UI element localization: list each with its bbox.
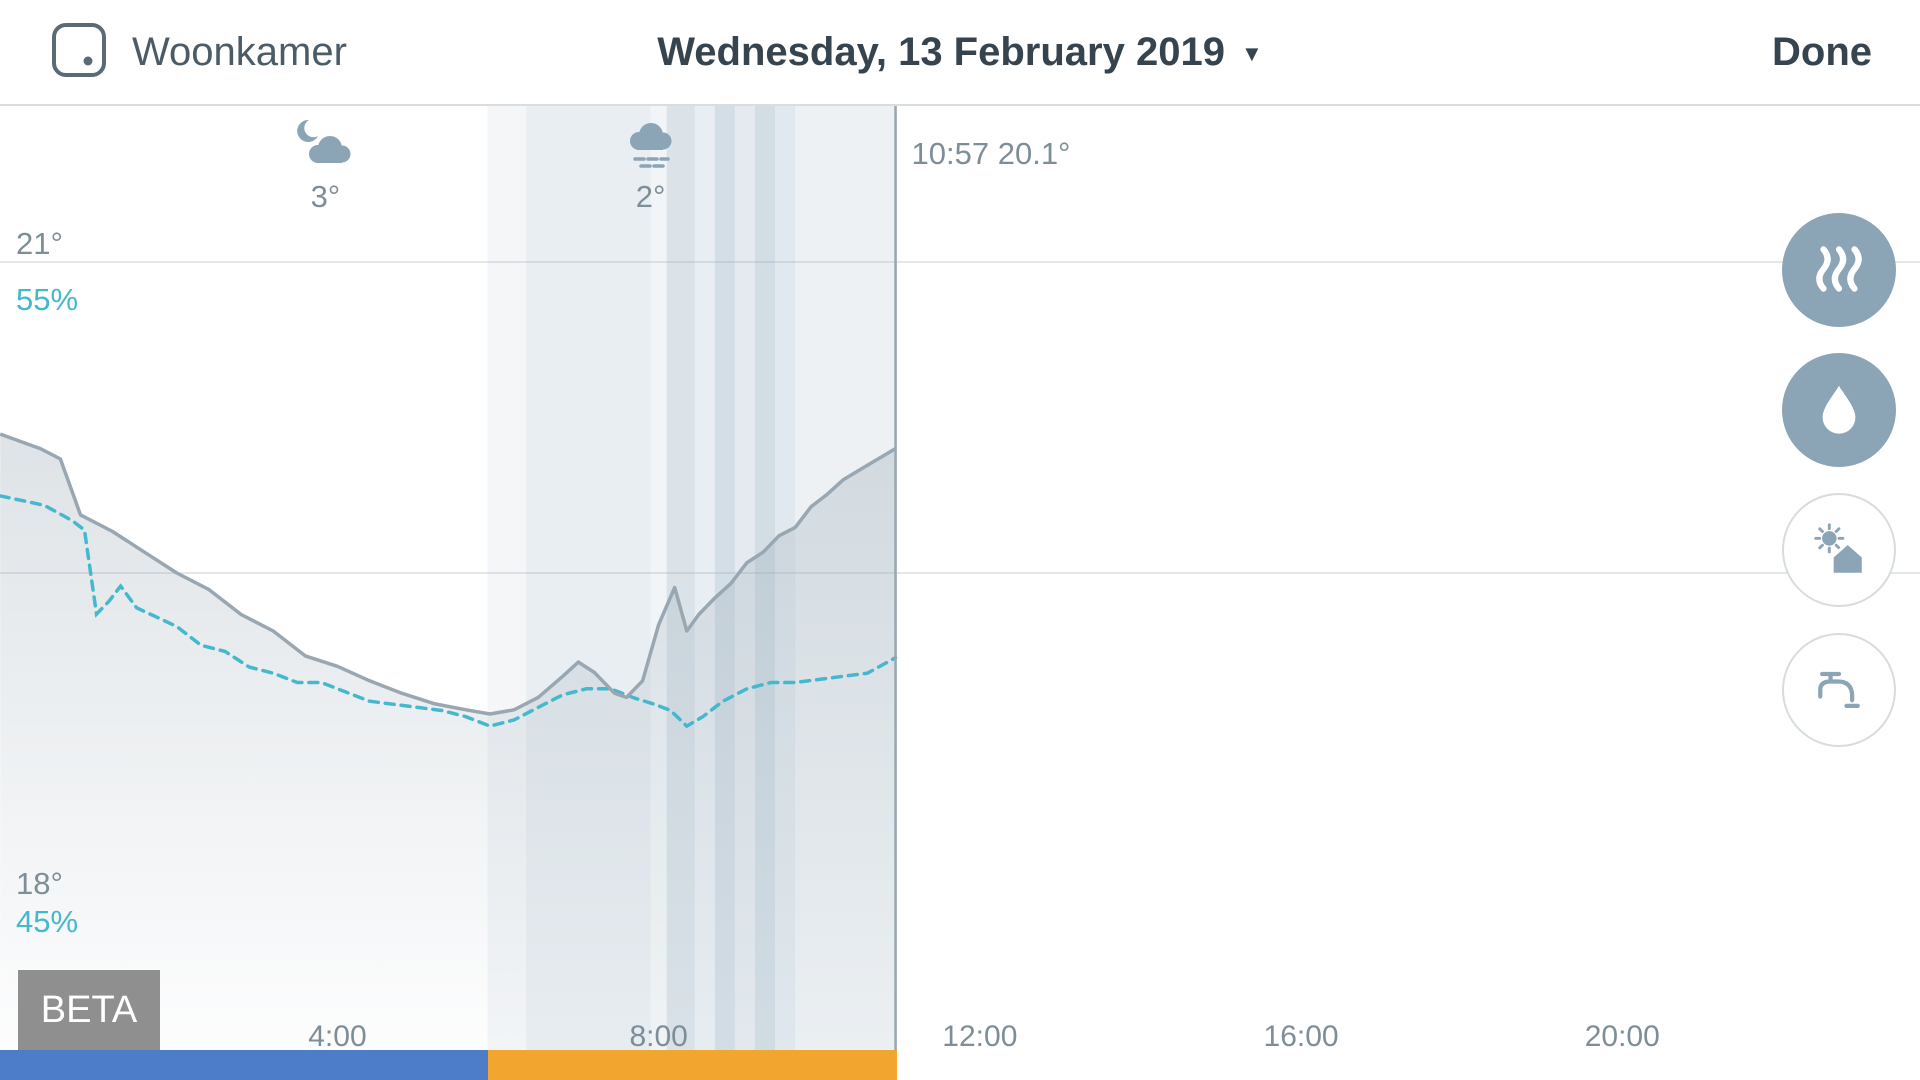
header: Woonkamer Wednesday, 13 February 2019 ▼ … xyxy=(0,0,1920,106)
temperature-area xyxy=(0,434,896,1051)
humidity-axis-label-45: 45% xyxy=(16,904,79,939)
history-chart-area[interactable]: 21° 55% 18° 45% 10:57 20.1° 3° xyxy=(0,106,1920,1080)
x-tick-label: 20:00 xyxy=(1584,1020,1660,1053)
date-label: Wednesday, 13 February 2019 xyxy=(657,29,1225,74)
beta-badge: BETA xyxy=(18,970,160,1050)
weather-temp-label: 2° xyxy=(635,179,666,214)
humidity-line xyxy=(0,494,898,729)
home-schedule-toggle-button[interactable] xyxy=(1782,493,1896,607)
done-button[interactable]: Done xyxy=(1772,0,1872,104)
water-drop-icon xyxy=(1810,380,1868,441)
humidity-toggle-button[interactable] xyxy=(1782,353,1896,467)
schedule-segment xyxy=(0,1050,488,1080)
x-tick-label: 4:00 xyxy=(308,1020,367,1053)
heating-toggle-button[interactable] xyxy=(1782,213,1896,327)
history-chart-canvas[interactable] xyxy=(0,106,1920,1080)
humidity-axis-label-55: 55% xyxy=(16,282,79,317)
house-sun-icon xyxy=(1808,518,1870,583)
thermostat-device-icon xyxy=(50,21,108,84)
schedule-bar xyxy=(0,1050,1920,1080)
faucet-icon xyxy=(1809,659,1869,722)
temp-axis-label-21: 21° xyxy=(16,226,63,261)
x-tick-label: 8:00 xyxy=(629,1020,688,1053)
hot-water-toggle-button[interactable] xyxy=(1782,633,1896,747)
date-selector[interactable]: Wednesday, 13 February 2019 ▼ xyxy=(657,0,1262,104)
temp-axis-label-18: 18° xyxy=(16,866,63,901)
weather-marker-night: 3° xyxy=(260,116,390,215)
room-selector: Woonkamer xyxy=(50,0,347,104)
cloud-rain-icon xyxy=(620,116,682,177)
temperature-line xyxy=(0,432,897,716)
x-tick-label: 12:00 xyxy=(942,1020,1018,1053)
chevron-down-icon: ▼ xyxy=(1240,41,1263,66)
room-name-label: Woonkamer xyxy=(132,29,347,74)
weather-marker-rain: 2° xyxy=(586,116,716,215)
heat-waves-icon xyxy=(1808,238,1870,303)
weather-temp-label: 3° xyxy=(310,179,341,214)
cloud-moon-icon xyxy=(294,116,356,177)
schedule-segment xyxy=(487,1050,898,1080)
x-tick-label: 16:00 xyxy=(1263,1020,1339,1053)
current-time-temp-label: 10:57 20.1° xyxy=(911,136,1071,171)
chart-layer-toggles xyxy=(1782,213,1896,747)
